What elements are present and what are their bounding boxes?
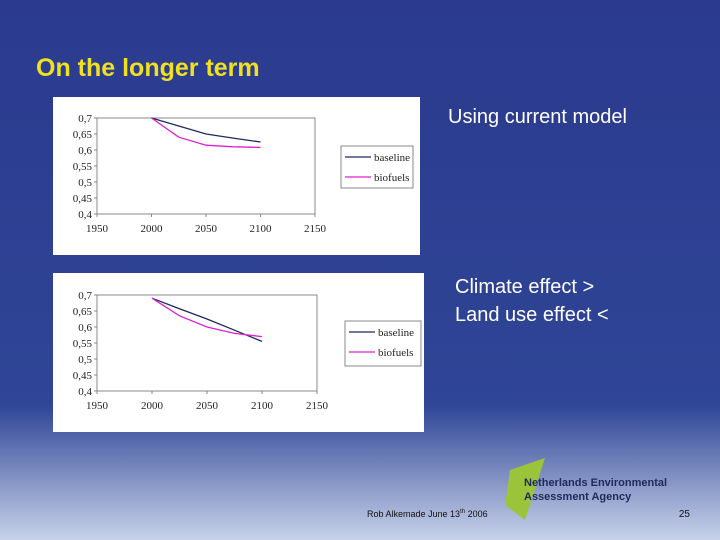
legend-label: baseline [374,152,410,164]
logo-mark [505,458,545,520]
y-tick-label: 0,65 [73,129,93,141]
y-tick-label: 0,5 [78,177,92,189]
y-tick-label: 0,6 [78,322,92,334]
legend-label: biofuels [378,347,413,359]
y-tick-label: 0,45 [73,193,93,205]
note: Climate effect > [455,276,594,298]
logo-text: Netherlands Environmental [524,477,667,489]
series-line [151,117,261,143]
y-tick-label: 0,55 [73,338,93,350]
x-tick-label: 2050 [195,223,218,235]
y-tick-label: 0,5 [78,354,92,366]
legend-label: biofuels [374,172,409,184]
footer-year: 2006 [465,509,488,519]
series-line [151,297,263,338]
x-tick-label: 2150 [306,400,329,412]
y-tick-label: 0,4 [78,386,92,398]
x-tick-label: 2100 [250,223,273,235]
page-number: 25 [679,509,691,520]
logo-text: Assessment Agency [524,491,632,503]
x-tick-label: 2050 [196,400,219,412]
footer-author: Rob Alkemade June 13 [367,509,460,519]
y-tick-label: 0,7 [78,290,92,302]
x-tick-label: 2100 [251,400,274,412]
y-tick-label: 0,45 [73,370,93,382]
x-tick-label: 2000 [141,400,164,412]
note: Using current model [448,106,627,128]
legend-box [340,145,414,189]
footer-sup: th [460,509,465,515]
legend-box [344,320,422,367]
y-tick-label: 0,55 [73,161,93,173]
x-tick-label: 1950 [86,400,109,412]
legend-label: baseline [378,327,414,339]
footer: Rob Alkemade June 13th 2006 [367,509,488,519]
x-tick-label: 1950 [86,223,109,235]
series-line [151,117,261,149]
x-tick-label: 2000 [141,223,164,235]
slide-title: On the longer term [36,54,260,82]
y-tick-label: 0,7 [78,113,92,125]
note: Land use effect < [455,304,609,326]
x-tick-label: 2150 [304,223,327,235]
y-tick-label: 0,6 [78,145,92,157]
y-tick-label: 0,65 [73,306,93,318]
y-tick-label: 0,4 [78,209,92,221]
